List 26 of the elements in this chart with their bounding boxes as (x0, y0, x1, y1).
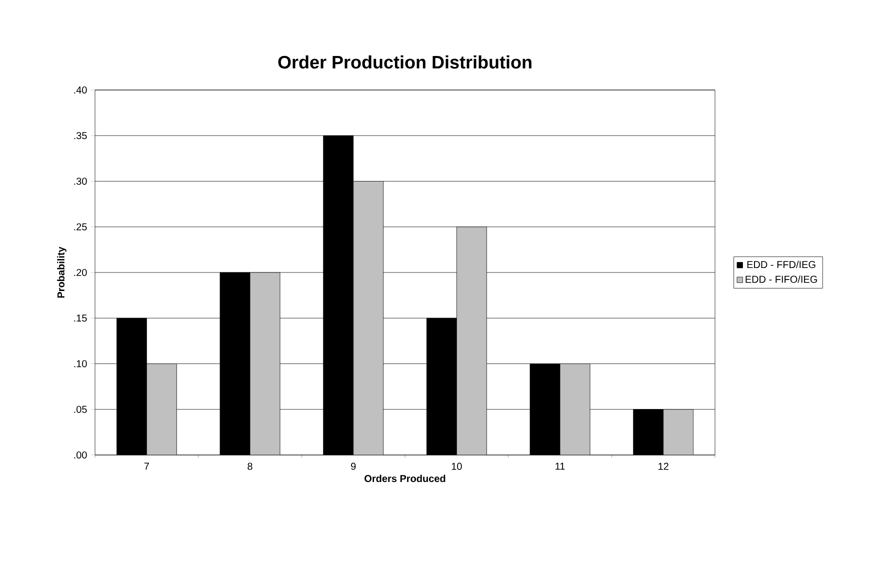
x-tick-label: 11 (556, 462, 565, 470)
y-tick-label: .00 (74, 451, 87, 459)
y-tick-label: .20 (74, 268, 87, 276)
x-tick-label: 12 (658, 462, 668, 470)
bar (146, 364, 177, 455)
bar (560, 364, 590, 455)
y-tick-label: .30 (74, 178, 87, 185)
y-axis-title: Probability (57, 246, 66, 298)
x-tick-label: 10 (452, 462, 462, 470)
legend-label: EDD - FFD/IEG (747, 260, 816, 268)
x-axis-title: Orders Produced (364, 474, 446, 482)
bar (250, 272, 280, 455)
x-tick-label: 7 (144, 462, 149, 470)
y-tick-label: .25 (74, 223, 87, 230)
y-tick-label: .10 (74, 360, 87, 368)
legend-label: EDD - FIFO/IEG (746, 275, 817, 283)
x-tick-label: 9 (351, 462, 356, 470)
y-tick-label: .05 (74, 406, 87, 413)
chart-title: Order Production Distribution (278, 55, 532, 69)
x-tick-label: 8 (248, 462, 252, 470)
y-tick-label: .35 (74, 132, 87, 140)
bar (456, 226, 487, 455)
y-tick-label: .15 (74, 314, 87, 322)
bar (353, 181, 384, 455)
y-tick-label: .40 (74, 86, 87, 94)
bar (663, 409, 694, 455)
